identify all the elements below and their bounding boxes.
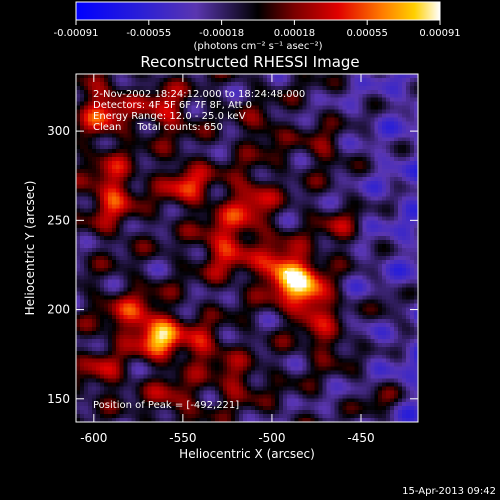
axis-ticks: -600 -550 -500 -450 150 200 250 300 (47, 74, 418, 445)
chart-title: Reconstructed RHESSI Image (140, 53, 359, 71)
colorbar-tick-label: 0.00018 (274, 28, 315, 39)
heatmap-image (76, 74, 418, 422)
date-stamp: 15-Apr-2013 09:42 (402, 486, 496, 497)
info-line-energy: Energy Range: 12.0 - 25.0 keV (93, 111, 246, 122)
plot-frame (75, 73, 419, 423)
plot-area: -600 -550 -500 -450 150 200 250 300 (47, 73, 419, 445)
colorbar-tick-label: -0.00018 (199, 28, 244, 39)
x-tick-label: -500 (258, 431, 285, 445)
colorbar-tick-label: -0.00055 (126, 28, 171, 39)
colorbar-tick-label: 0.00091 (419, 28, 460, 39)
x-tick-label: -450 (347, 431, 374, 445)
info-line-counts: Clean Total counts: 650 (93, 122, 223, 133)
colorbar-tick-label: -0.00091 (54, 28, 99, 39)
x-axis-label: Heliocentric X (arcsec) (179, 447, 315, 461)
info-line-time: 2-Nov-2002 18:24:12.000 to 18:24:48.000 (93, 89, 305, 100)
y-tick-label: 150 (47, 392, 70, 406)
x-tick-label: -550 (169, 431, 196, 445)
colorbar-unit-label: (photons cm⁻² s⁻¹ asec⁻²) (193, 41, 322, 52)
info-annotations: 2-Nov-2002 18:24:12.000 to 18:24:48.000 … (93, 89, 305, 411)
y-tick-label: 300 (47, 124, 70, 138)
x-tick-label: -600 (80, 431, 107, 445)
info-line-detectors: Detectors: 4F 5F 6F 7F 8F, Att 0 (93, 100, 252, 111)
colorbar-gradient (75, 1, 441, 21)
peak-position-label: Position of Peak = [-492,221] (93, 400, 239, 411)
colorbar-tick-label: 0.00055 (347, 28, 388, 39)
peak-marker (284, 270, 288, 274)
y-tick-label: 250 (47, 213, 70, 227)
colorbar: -0.00091 -0.00055 -0.00018 0.00018 0.00055 0.… (54, 1, 461, 52)
y-tick-label: 200 (47, 303, 70, 317)
y-axis-label: Heliocentric Y (arcsec) (23, 181, 37, 316)
colorbar-ticks: -0.00091 -0.00055 -0.00018 0.00018 0.00055 0.… (54, 20, 461, 39)
